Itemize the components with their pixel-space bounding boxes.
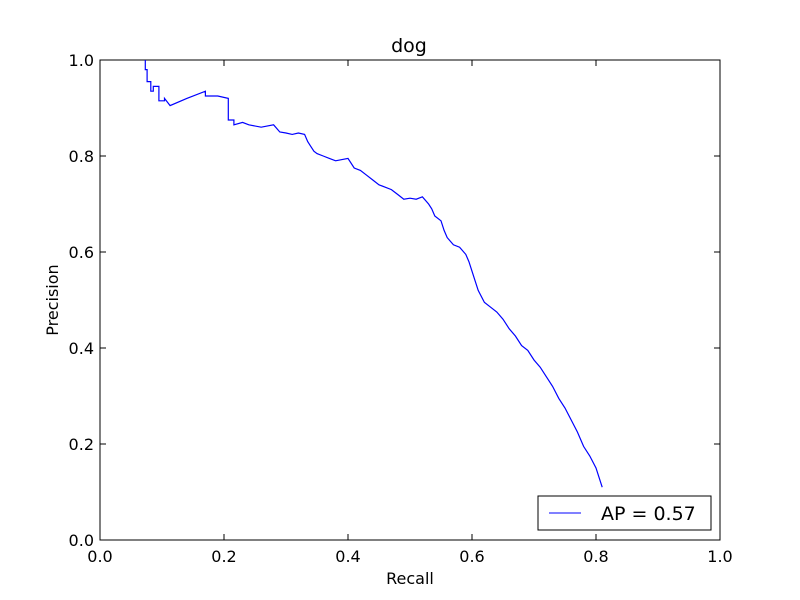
x-tick-label: 1.0 [707,547,732,566]
y-tick-label: 0.4 [69,339,94,358]
x-tick-label: 0.4 [335,547,360,566]
plot-area [99,59,721,541]
series-line-0 [144,60,603,488]
x-tick-label: 0.8 [583,547,608,566]
y-tick-label: 0.6 [69,243,94,262]
x-axis-label: Recall [386,569,434,588]
y-tick-label: 1.0 [69,51,94,70]
x-tick-label: 0.0 [87,547,112,566]
legend-label: AP = 0.57 [601,503,696,525]
y-axis-label: Precision [43,264,62,335]
chart-title: dog [391,35,427,57]
series-layer [144,60,603,488]
y-tick-label: 0.2 [69,435,94,454]
x-tick-label: 0.2 [211,547,236,566]
x-tick-label: 0.6 [459,547,484,566]
y-tick-label: 0.8 [69,147,94,166]
legend: AP = 0.57 [537,495,712,531]
axis-ticks: 0.0 0.2 0.4 0.6 0.8 1.0 0.0 0.2 0.4 0.6 0.8 1.0 [69,51,733,566]
y-tick-label: 0.0 [69,531,94,550]
